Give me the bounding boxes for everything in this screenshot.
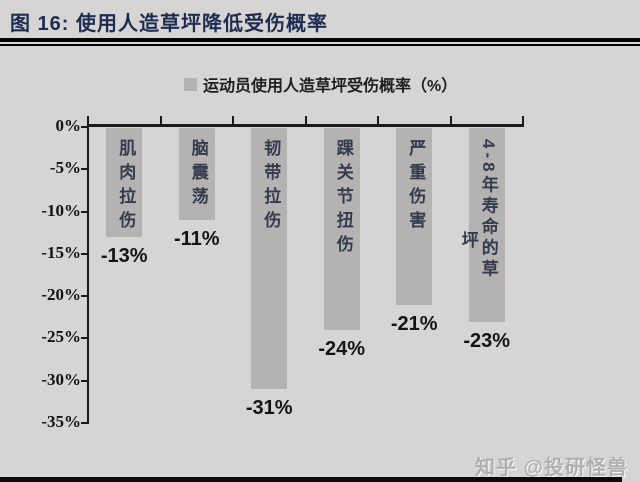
x-axis-tick	[377, 116, 379, 124]
y-axis-tick	[81, 337, 87, 340]
y-axis-tick	[81, 295, 87, 298]
category-label-column: 4-8年寿命的草	[478, 139, 498, 281]
value-label: -11%	[173, 228, 220, 251]
y-tick-label: -5%	[49, 158, 81, 178]
figure-title: 图 16: 使用人造草坪降低受伤概率	[10, 13, 329, 35]
legend-swatch-icon	[184, 77, 197, 91]
x-axis-tick	[87, 116, 89, 124]
y-axis-tick	[81, 252, 87, 255]
category-label: 脑震荡	[188, 139, 208, 211]
category-label-column: 严重伤害	[406, 139, 426, 235]
category-label-column: 脑震荡	[188, 139, 208, 211]
category-label: 踝关节扭伤	[333, 139, 353, 259]
y-tick-label: -30%	[41, 369, 81, 389]
category-label: 严重伤害	[405, 139, 425, 235]
x-axis-tick	[522, 116, 524, 124]
value-label: -21%	[390, 312, 438, 335]
x-axis-tick	[159, 116, 162, 124]
y-axis-line	[87, 123, 89, 424]
value-label: -23%	[463, 329, 511, 352]
watermark: 知乎 @投研怪兽	[474, 457, 628, 479]
bar	[251, 128, 288, 390]
y-tick-label: -25%	[41, 327, 81, 347]
category-label-column: 韧带拉伤	[261, 139, 281, 235]
y-axis-tick	[81, 126, 87, 128]
bottom-border	[0, 477, 622, 482]
bar	[396, 128, 433, 305]
x-axis-tick	[449, 116, 452, 124]
x-axis-tick	[304, 116, 307, 124]
category-label-column: 坪	[458, 231, 478, 252]
y-tick-label: -20%	[41, 285, 81, 305]
y-axis-tick	[81, 421, 87, 424]
value-label: -24%	[318, 337, 366, 360]
category-label-column: 踝关节扭伤	[333, 139, 353, 259]
y-axis-tick	[81, 210, 87, 213]
value-label: -31%	[245, 397, 293, 420]
bar	[106, 128, 143, 237]
x-axis-line	[87, 124, 524, 127]
bar	[323, 128, 360, 330]
y-tick-label: -10%	[41, 200, 81, 220]
title-divider-thin	[0, 44, 640, 46]
value-label: -13%	[100, 244, 148, 267]
category-label: 韧带拉伤	[260, 139, 280, 235]
category-label: 4-8年寿命的草坪	[458, 139, 498, 281]
legend-label: 运动员使用人造草坪受伤概率（%）	[203, 78, 458, 95]
x-axis-tick	[232, 116, 234, 124]
y-tick-label: -35%	[41, 411, 81, 431]
title-divider-thick	[0, 38, 640, 42]
category-label: 肌肉拉伤	[115, 139, 135, 235]
chart-legend: 运动员使用人造草坪受伤概率（%）	[184, 72, 457, 96]
category-label-column: 肌肉拉伤	[116, 139, 136, 235]
y-tick-label: -15%	[41, 242, 81, 262]
y-tick-label: 0%	[55, 116, 82, 135]
bar	[468, 128, 505, 322]
bar	[178, 128, 215, 221]
y-axis-tick	[81, 379, 87, 382]
y-axis-tick	[81, 168, 87, 171]
